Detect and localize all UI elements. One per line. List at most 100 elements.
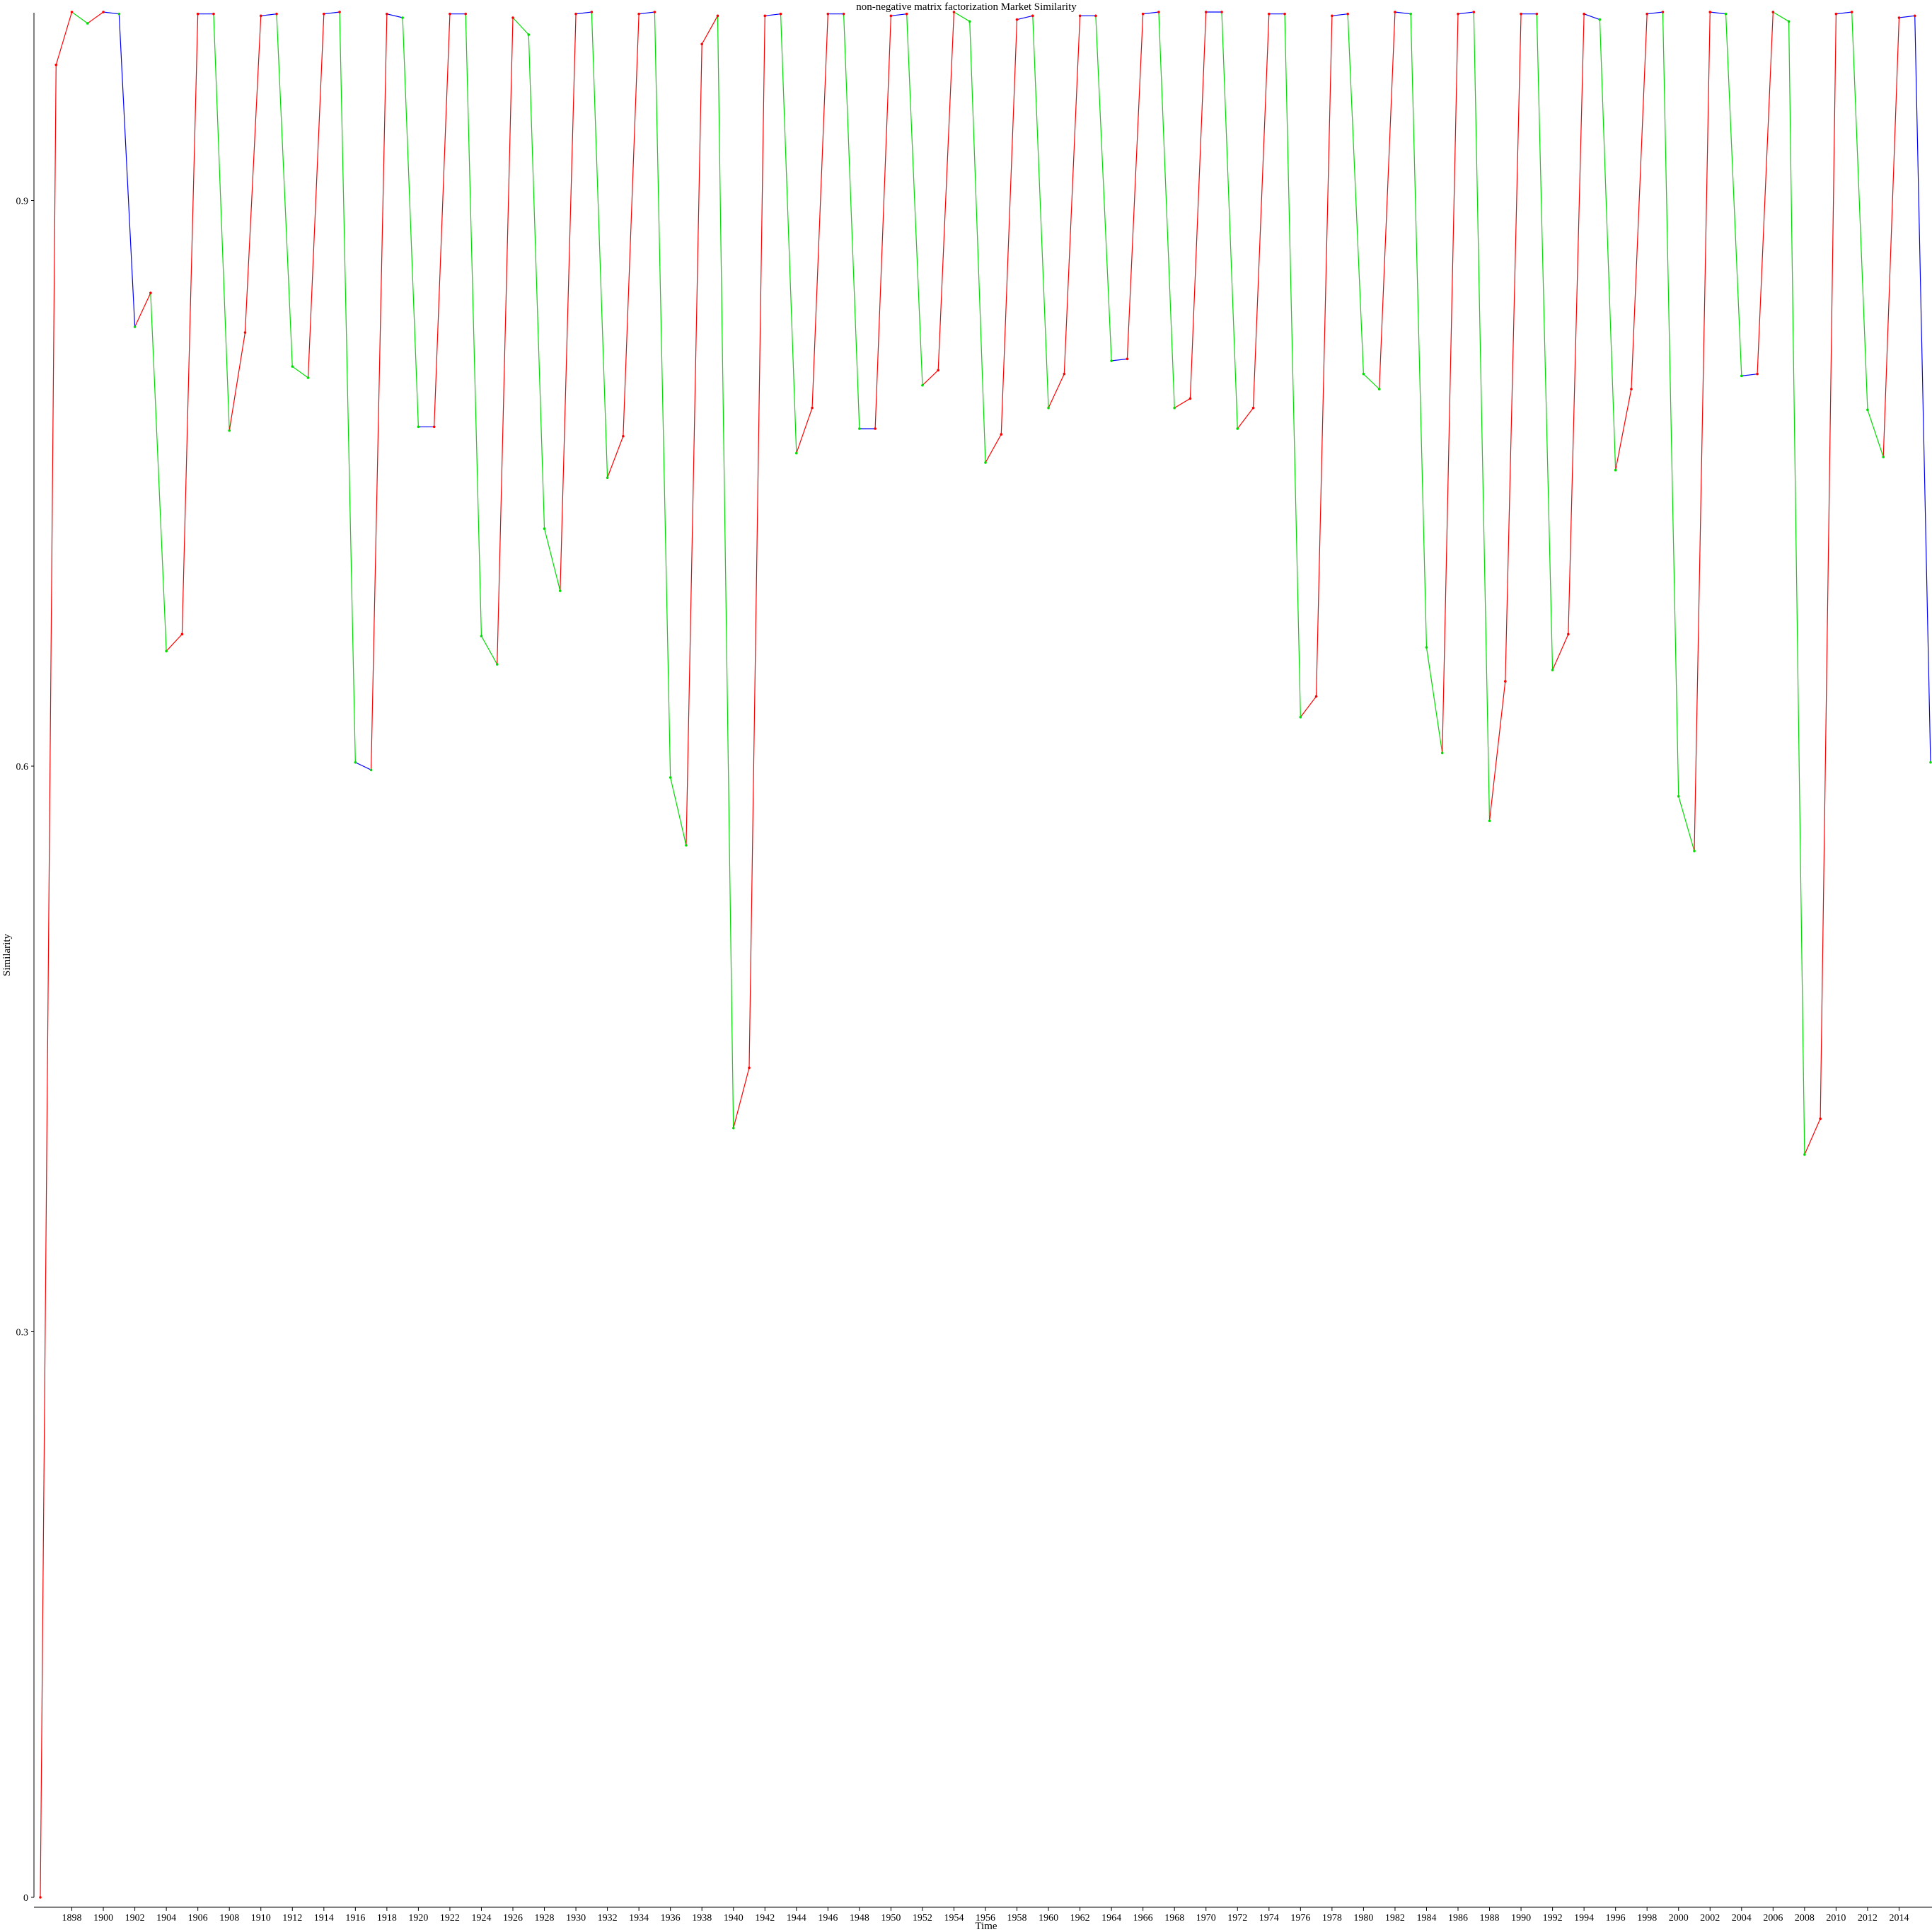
series-segment xyxy=(1568,13,1585,635)
series-segment xyxy=(1126,13,1144,359)
x-tick-label: 1948 xyxy=(850,1913,869,1924)
data-point xyxy=(1504,680,1507,683)
data-point xyxy=(889,14,893,18)
data-point xyxy=(1488,819,1491,823)
series-segment xyxy=(465,13,482,637)
x-tick-label: 2006 xyxy=(1763,1913,1783,1924)
series-segment xyxy=(937,11,955,371)
series-segment xyxy=(386,13,403,18)
series-segment xyxy=(480,635,498,665)
series-segment xyxy=(1457,11,1474,15)
data-point xyxy=(1929,760,1932,764)
data-point xyxy=(937,369,939,372)
series-segment xyxy=(229,332,246,431)
data-point xyxy=(984,461,987,464)
series-segment xyxy=(71,11,88,24)
data-point xyxy=(243,331,247,334)
series-segment xyxy=(1882,17,1900,457)
x-tick-label: 2004 xyxy=(1732,1913,1752,1924)
data-point xyxy=(905,12,908,16)
series-segment xyxy=(307,13,325,378)
series-segment xyxy=(118,13,136,328)
data-point xyxy=(1834,12,1838,16)
data-point xyxy=(1299,715,1302,719)
series-segment xyxy=(1221,11,1238,429)
data-point xyxy=(1331,14,1334,18)
series-segment xyxy=(1111,358,1128,361)
x-tick-label: 1956 xyxy=(976,1913,995,1924)
series-segment xyxy=(1647,11,1663,15)
series-segment xyxy=(103,11,120,15)
data-point xyxy=(212,12,215,16)
data-point xyxy=(1535,12,1539,16)
series-segment xyxy=(260,13,277,16)
data-point xyxy=(1063,372,1066,376)
x-axis-label: Time xyxy=(975,1921,997,1932)
series-segment xyxy=(1158,11,1175,408)
series-segment xyxy=(1410,13,1428,648)
series-segment xyxy=(954,11,971,22)
x-tick-label: 1906 xyxy=(188,1913,208,1924)
series-segment xyxy=(1536,13,1554,671)
series-segment xyxy=(969,21,986,463)
data-point xyxy=(1520,12,1522,16)
data-point xyxy=(306,376,310,379)
data-point xyxy=(858,427,861,430)
x-tick-label: 1928 xyxy=(535,1913,555,1924)
series-segment xyxy=(323,11,340,15)
data-point xyxy=(1268,12,1271,16)
data-point xyxy=(574,12,577,16)
data-point xyxy=(700,42,703,46)
data-point xyxy=(133,325,137,328)
series-segment xyxy=(40,64,57,1898)
data-point xyxy=(291,365,294,368)
x-tick-label: 1918 xyxy=(377,1913,397,1924)
data-point xyxy=(54,63,58,66)
data-point xyxy=(1897,16,1901,19)
x-tick-label: 2000 xyxy=(1669,1913,1689,1924)
series-segment xyxy=(748,16,765,1068)
data-point xyxy=(968,20,971,23)
series-segment xyxy=(1694,11,1711,851)
data-point xyxy=(1457,12,1459,16)
data-point xyxy=(117,12,121,16)
data-point xyxy=(1015,18,1019,21)
data-point xyxy=(1126,357,1129,361)
data-point xyxy=(527,33,531,36)
data-point xyxy=(1283,12,1286,16)
data-point xyxy=(354,760,357,764)
x-tick-label: 1998 xyxy=(1637,1913,1657,1924)
series-segment xyxy=(150,293,167,652)
data-point xyxy=(386,12,388,16)
x-tick-label: 1962 xyxy=(1070,1913,1090,1924)
data-point xyxy=(196,12,199,16)
x-tick-label: 1930 xyxy=(566,1913,586,1924)
x-tick-label: 1950 xyxy=(881,1913,901,1924)
series-segment xyxy=(1174,398,1191,409)
data-point xyxy=(1472,11,1476,13)
data-point xyxy=(590,11,594,13)
series-segment xyxy=(355,762,371,770)
x-tick-label: 2012 xyxy=(1858,1913,1878,1924)
series-segment xyxy=(1773,11,1789,22)
data-point xyxy=(1882,456,1885,458)
x-tick-label: 1936 xyxy=(661,1913,681,1924)
data-point xyxy=(1094,14,1097,18)
series-segment xyxy=(922,369,939,386)
data-point xyxy=(606,476,609,480)
series-segment xyxy=(717,16,734,1128)
series-segment xyxy=(1331,13,1348,16)
series-segment xyxy=(1189,11,1207,399)
x-tick-label: 1932 xyxy=(598,1913,618,1924)
series-segment xyxy=(607,436,624,478)
data-point xyxy=(1220,11,1223,13)
data-point xyxy=(716,14,719,18)
data-point xyxy=(1425,646,1428,649)
y-ticks: 0 0.3 0.6 0.9 xyxy=(16,197,34,1904)
series-segment xyxy=(654,11,671,778)
data-point xyxy=(417,425,420,429)
x-tick-label: 1908 xyxy=(219,1913,239,1924)
x-ticks: 1898 1900 1902 1904 1906 1908 1910 1912 1914 1916… xyxy=(62,1907,1909,1924)
x-tick-label: 1946 xyxy=(818,1913,838,1924)
